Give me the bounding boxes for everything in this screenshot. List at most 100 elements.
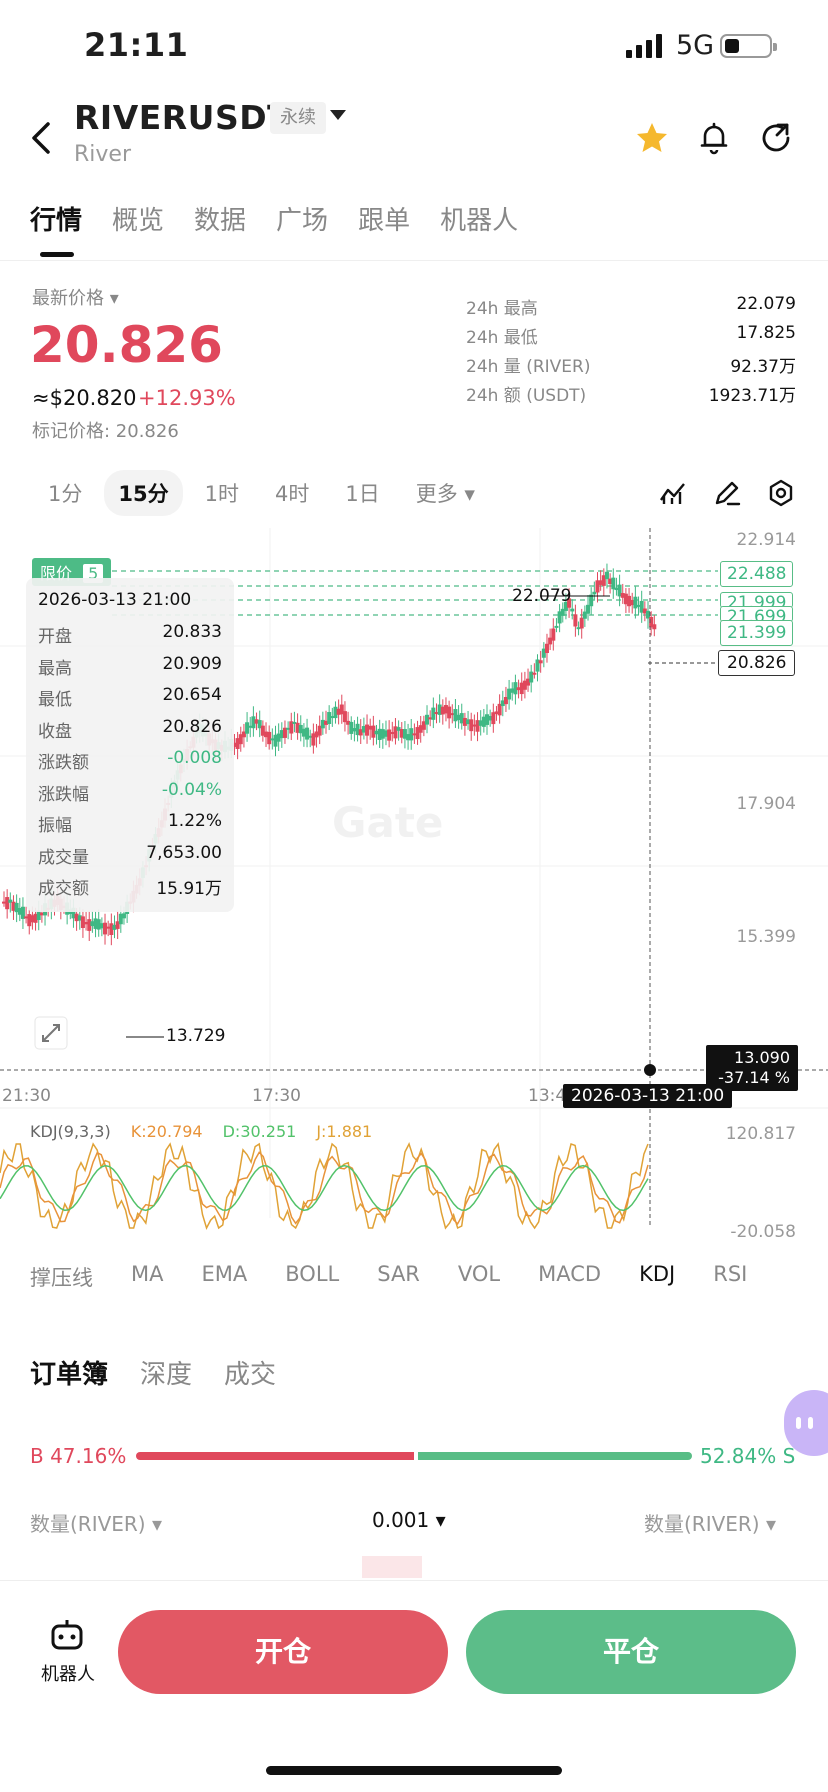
contract-type-tag[interactable]: 永续: [270, 102, 326, 134]
back-icon[interactable]: [26, 118, 56, 158]
candle: [377, 728, 382, 740]
tooltip-row: 成交额 15.91万: [38, 879, 222, 899]
candle: [431, 707, 436, 720]
interval-1d[interactable]: 1日: [345, 482, 380, 506]
kdj-j-line: [0, 1142, 649, 1230]
candle: [551, 628, 556, 641]
bell-icon[interactable]: [696, 120, 732, 156]
candle: [8, 899, 13, 903]
candle: [245, 722, 250, 734]
precision-dropdown[interactable]: 0.001 ▾: [372, 1508, 446, 1532]
crosshair-dot: [644, 1064, 656, 1076]
tab-depth[interactable]: 深度: [140, 1360, 193, 1390]
ind-vol[interactable]: VOL: [457, 1262, 501, 1286]
network-label: 5G: [676, 30, 715, 61]
candle: [485, 714, 489, 725]
robot-label[interactable]: 机器人: [41, 1664, 95, 1685]
candle: [573, 614, 578, 627]
indicator-icon[interactable]: [658, 478, 688, 508]
candle: [238, 734, 243, 745]
interval-15m[interactable]: 15分: [104, 470, 183, 516]
candle: [630, 599, 635, 606]
latest-price-dropdown[interactable]: 最新价格 ▾: [32, 288, 119, 309]
candle: [646, 610, 650, 619]
candle: [428, 717, 433, 720]
candle: [365, 724, 370, 736]
open-position-button[interactable]: 开仓: [118, 1610, 448, 1694]
star-icon[interactable]: [634, 120, 670, 156]
stat-turnover: 24h 额 (USDT) 1923.71万: [466, 386, 796, 406]
ind-sar[interactable]: SAR: [377, 1262, 420, 1286]
kdj-d-line: [0, 1164, 649, 1212]
candle: [409, 728, 414, 741]
tab-bot[interactable]: 机器人: [440, 206, 519, 236]
order-line-label[interactable]: 22.488: [720, 561, 794, 587]
robot-icon[interactable]: [48, 1616, 86, 1654]
tooltip-row: 振幅 1.22%: [38, 811, 222, 836]
candle: [614, 587, 619, 591]
mark-price: 标记价格: 20.826: [32, 421, 179, 442]
tab-copy-trade[interactable]: 跟单: [358, 206, 411, 236]
ind-macd[interactable]: MACD: [538, 1262, 602, 1286]
share-icon[interactable]: [758, 120, 794, 156]
ind-rsi[interactable]: RSI: [713, 1262, 748, 1286]
candle: [2, 901, 6, 904]
tab-market[interactable]: 行情: [30, 206, 83, 236]
ind-support[interactable]: 撑压线: [30, 1266, 93, 1290]
tab-square[interactable]: 广场: [276, 206, 329, 236]
tooltip-row: 收盘 20.826: [38, 716, 222, 742]
candle: [497, 703, 502, 716]
candle: [390, 732, 395, 735]
candle: [481, 716, 486, 727]
candle: [522, 680, 527, 690]
candle: [598, 580, 603, 585]
active-tab-indicator: [40, 252, 74, 257]
candle: [24, 916, 29, 919]
candle: [90, 921, 95, 927]
candle: [74, 913, 79, 922]
ind-boll[interactable]: BOLL: [285, 1262, 340, 1286]
chevron-down-icon[interactable]: [330, 110, 346, 120]
ind-ma[interactable]: MA: [131, 1262, 164, 1286]
candle: [456, 714, 461, 721]
interval-1m[interactable]: 1分: [48, 482, 83, 506]
assistant-bubble[interactable]: [784, 1390, 828, 1456]
expand-icon[interactable]: [34, 1016, 68, 1050]
order-line-label[interactable]: 21.399: [720, 620, 794, 646]
candle: [529, 671, 534, 683]
candle: [305, 727, 310, 740]
close-position-button[interactable]: 平仓: [466, 1610, 796, 1694]
draw-icon[interactable]: [712, 478, 742, 508]
candle: [39, 912, 44, 916]
home-indicator[interactable]: [266, 1766, 562, 1775]
candle: [393, 726, 398, 739]
candle: [582, 611, 587, 619]
candle: [627, 595, 632, 607]
candle: [317, 725, 322, 736]
stats-24h: 24h 最高 22.079 24h 最低 17.825 24h 量 (RIVER) 9…: [466, 294, 796, 410]
candle: [342, 711, 347, 723]
interval-1h[interactable]: 1时: [204, 482, 239, 506]
settings-icon[interactable]: [766, 478, 796, 508]
tab-overview[interactable]: 概览: [112, 206, 165, 236]
interval-selector: 1分 15分 1时 4时 1日 更多 ▾: [34, 470, 497, 516]
tooltip-date: 2026-03-13 21:00: [38, 590, 192, 610]
candle: [276, 733, 281, 742]
symbol-title[interactable]: RIVERUSDT: [74, 98, 291, 137]
sell-ratio: 52.84% S: [700, 1444, 796, 1468]
usd-price: ≈$20.820: [32, 386, 137, 410]
tab-trades[interactable]: 成交: [224, 1360, 277, 1390]
battery-icon: [720, 34, 777, 58]
ind-ema[interactable]: EMA: [201, 1262, 248, 1286]
candle: [396, 727, 401, 731]
stat-volume: 24h 量 (RIVER) 92.37万: [466, 357, 796, 377]
qty-right-dropdown[interactable]: 数量(RIVER) ▾: [644, 1512, 777, 1536]
candle: [96, 919, 101, 930]
interval-more[interactable]: 更多 ▾: [415, 482, 475, 506]
tab-orderbook[interactable]: 订单簿: [30, 1360, 109, 1390]
ind-kdj[interactable]: KDJ: [639, 1262, 676, 1286]
candle: [358, 729, 363, 736]
qty-left-dropdown[interactable]: 数量(RIVER) ▾: [30, 1512, 163, 1536]
tab-data[interactable]: 数据: [194, 206, 247, 236]
interval-4h[interactable]: 4时: [274, 482, 310, 506]
